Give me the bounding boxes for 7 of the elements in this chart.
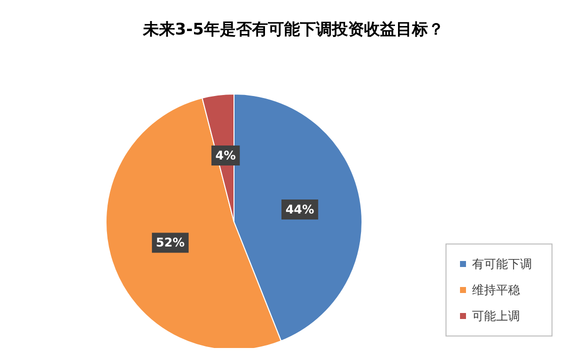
legend-label: 维持平稳 — [472, 283, 520, 297]
legend-label: 可能上调 — [472, 309, 520, 323]
chart-title: 未来3-5年是否有可能下调投资收益目标？ — [142, 20, 444, 38]
legend-label: 有可能下调 — [472, 257, 532, 271]
data-label: 52% — [156, 236, 185, 250]
data-label: 4% — [215, 148, 236, 163]
data-label: 44% — [285, 202, 314, 216]
